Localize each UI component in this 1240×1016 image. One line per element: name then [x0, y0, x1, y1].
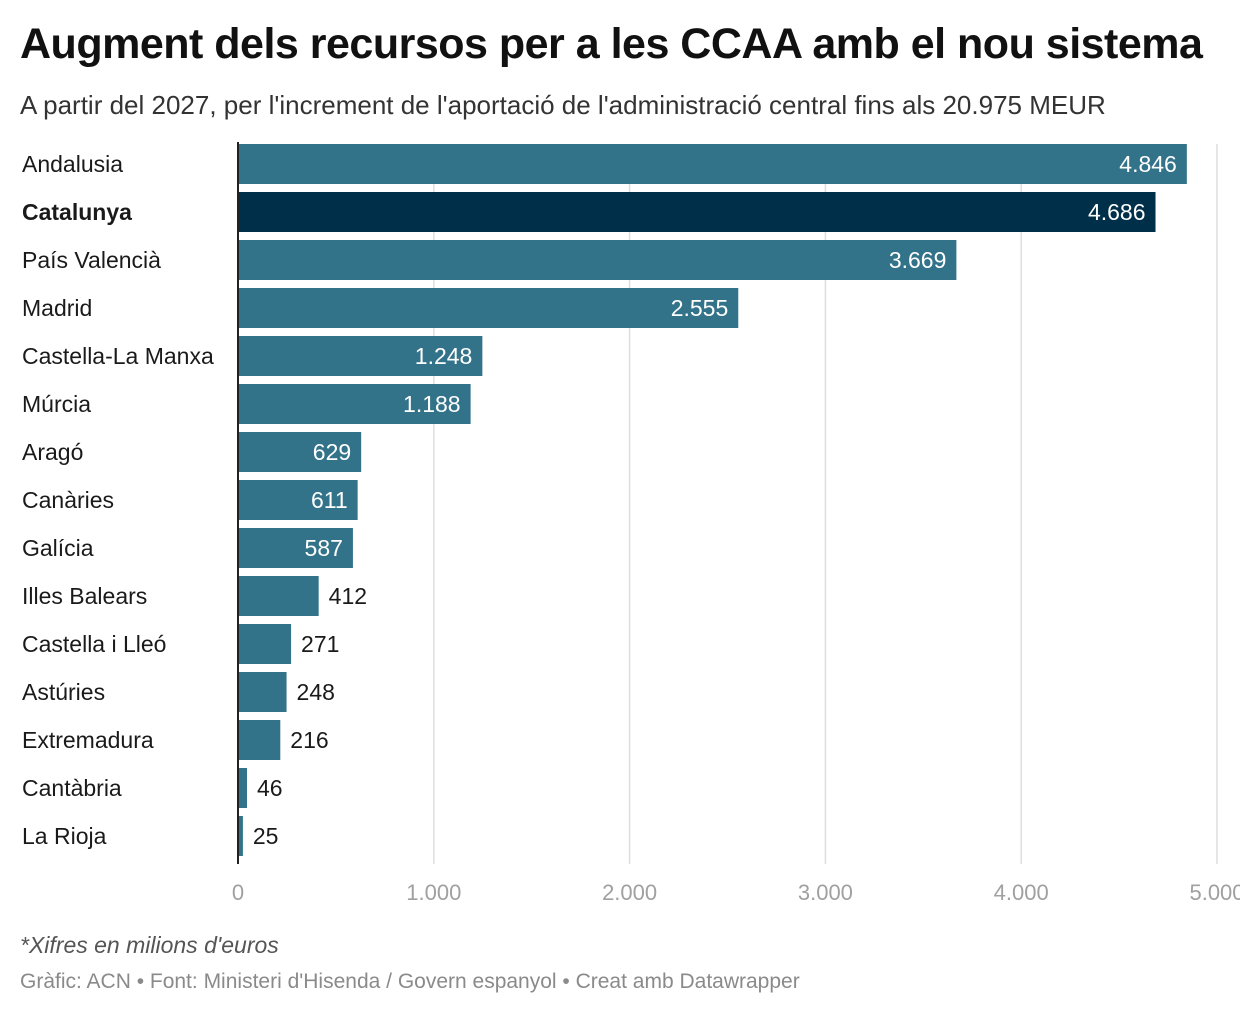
value-label: 216 — [290, 727, 328, 753]
category-label: Astúries — [22, 679, 105, 705]
bar — [238, 576, 319, 616]
bar — [238, 768, 248, 808]
bar — [238, 288, 739, 328]
bar — [238, 336, 483, 376]
chart-title: Augment dels recursos per a les CCAA amb… — [20, 20, 1203, 68]
value-label: 587 — [305, 535, 343, 561]
category-label: La Rioja — [22, 823, 107, 849]
value-label: 4.686 — [1088, 199, 1146, 225]
bar — [238, 144, 1187, 184]
category-label: País Valencià — [22, 247, 161, 273]
footnote: *Xifres en milions d'euros — [20, 932, 279, 958]
bar-chart: 0 1.000 2.000 3.000 4.000 5.000 Andalusia 4.846… — [22, 142, 1240, 900]
bar — [238, 672, 287, 712]
bar — [238, 192, 1156, 232]
value-label: 611 — [311, 487, 348, 513]
value-label: 4.846 — [1119, 151, 1177, 177]
x-tick-label: 0 — [232, 880, 244, 900]
x-tick-label: 3.000 — [798, 880, 853, 900]
value-label: 25 — [253, 823, 279, 849]
category-label: Aragó — [22, 439, 83, 465]
bar — [238, 720, 281, 760]
bar — [238, 240, 957, 280]
category-label: Galícia — [22, 535, 94, 561]
value-label: 271 — [301, 631, 339, 657]
x-tick-label: 2.000 — [602, 880, 657, 900]
bar — [238, 432, 362, 472]
category-label: Múrcia — [22, 391, 91, 417]
value-label: 248 — [297, 679, 335, 705]
category-label: Canàries — [22, 487, 114, 513]
x-tick-label: 1.000 — [406, 880, 461, 900]
value-label: 1.248 — [415, 343, 473, 369]
value-label: 2.555 — [671, 295, 729, 321]
source-credit: Gràfic: ACN • Font: Ministeri d'Hisenda … — [20, 970, 800, 993]
value-label: 1.188 — [403, 391, 461, 417]
category-label: Madrid — [22, 295, 92, 321]
value-label: 629 — [313, 439, 351, 465]
category-label: Castella-La Manxa — [22, 343, 214, 369]
bar — [238, 816, 243, 856]
category-label: Illes Balears — [22, 583, 147, 609]
x-tick-label: 4.000 — [994, 880, 1049, 900]
category-label: Catalunya — [22, 199, 132, 225]
bar — [238, 624, 292, 664]
category-label: Extremadura — [22, 727, 154, 753]
x-tick-label: 5.000 — [1189, 880, 1240, 900]
chart-subtitle: A partir del 2027, per l'increment de l'… — [20, 90, 1106, 120]
bar — [238, 480, 358, 520]
category-label: Andalusia — [22, 151, 123, 177]
bar — [238, 384, 471, 424]
category-label: Castella i Lleó — [22, 631, 166, 657]
value-label: 46 — [257, 775, 283, 801]
value-label: 3.669 — [889, 247, 947, 273]
category-label: Cantàbria — [22, 775, 122, 801]
value-label: 412 — [329, 583, 367, 609]
bar — [238, 528, 353, 568]
